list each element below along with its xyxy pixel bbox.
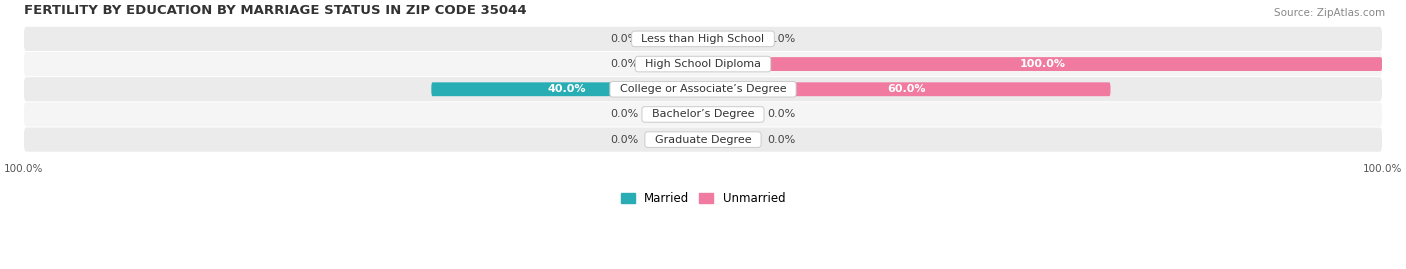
Text: 0.0%: 0.0% <box>610 59 638 69</box>
Legend: Married, Unmarried: Married, Unmarried <box>616 188 790 210</box>
FancyBboxPatch shape <box>648 108 703 121</box>
FancyBboxPatch shape <box>703 108 758 121</box>
Text: College or Associate’s Degree: College or Associate’s Degree <box>613 84 793 94</box>
Text: 0.0%: 0.0% <box>610 34 638 44</box>
FancyBboxPatch shape <box>648 133 703 147</box>
FancyBboxPatch shape <box>24 102 1382 126</box>
Text: 100.0%: 100.0% <box>1019 59 1066 69</box>
FancyBboxPatch shape <box>703 133 758 147</box>
FancyBboxPatch shape <box>648 32 703 46</box>
Text: Source: ZipAtlas.com: Source: ZipAtlas.com <box>1274 8 1385 18</box>
Text: Less than High School: Less than High School <box>634 34 772 44</box>
Text: 0.0%: 0.0% <box>610 134 638 145</box>
Text: High School Diploma: High School Diploma <box>638 59 768 69</box>
Text: Graduate Degree: Graduate Degree <box>648 134 758 145</box>
FancyBboxPatch shape <box>432 82 703 96</box>
FancyBboxPatch shape <box>703 57 1382 71</box>
FancyBboxPatch shape <box>24 77 1382 101</box>
Text: 0.0%: 0.0% <box>610 109 638 119</box>
Text: Bachelor’s Degree: Bachelor’s Degree <box>645 109 761 119</box>
Text: 0.0%: 0.0% <box>768 109 796 119</box>
FancyBboxPatch shape <box>648 57 703 71</box>
FancyBboxPatch shape <box>703 32 758 46</box>
Text: 40.0%: 40.0% <box>548 84 586 94</box>
FancyBboxPatch shape <box>24 52 1382 76</box>
Text: 0.0%: 0.0% <box>768 134 796 145</box>
Text: FERTILITY BY EDUCATION BY MARRIAGE STATUS IN ZIP CODE 35044: FERTILITY BY EDUCATION BY MARRIAGE STATU… <box>24 4 526 17</box>
FancyBboxPatch shape <box>703 82 1111 96</box>
FancyBboxPatch shape <box>24 27 1382 51</box>
Text: 0.0%: 0.0% <box>768 34 796 44</box>
Text: 60.0%: 60.0% <box>887 84 927 94</box>
FancyBboxPatch shape <box>24 128 1382 152</box>
